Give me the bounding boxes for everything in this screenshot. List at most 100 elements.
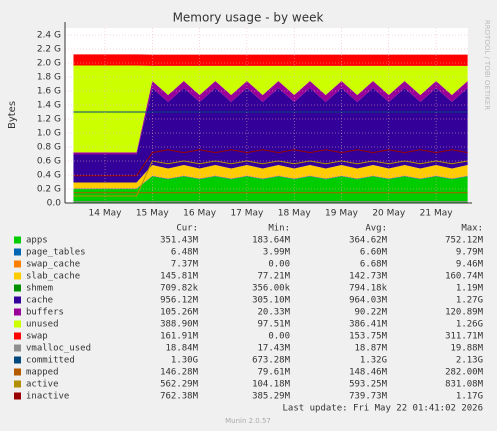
last-update: Last update: Fri May 22 01:41:02 2026 [283, 404, 483, 414]
summary-value: 3.99M [263, 248, 291, 258]
summary-value: 6.48M [171, 248, 199, 258]
legend-label: vmalloc_used [26, 344, 91, 354]
x-tick-label: 21 May [420, 209, 454, 219]
summary-header: Min: [268, 224, 290, 234]
summary-value: 388.90M [160, 320, 199, 330]
y-tick-label: 1.0 G [37, 129, 61, 139]
chart-title: Memory usage - by week [173, 11, 324, 25]
x-tick-label: 18 May [278, 209, 312, 219]
summary-value: 1.26G [456, 320, 483, 330]
summary-value: 153.75M [349, 332, 388, 342]
summary-header: Cur: [176, 224, 198, 234]
summary-value: 19.88M [450, 344, 483, 354]
legend-label: buffers [26, 308, 64, 318]
summary-value: 6.60M [360, 248, 388, 258]
y-tick-label: 0.0 [47, 199, 62, 209]
summary-value: 956.12M [160, 296, 199, 306]
summary-value: 364.62M [349, 236, 388, 246]
summary-value: 386.41M [349, 320, 388, 330]
summary-value: 17.43M [257, 344, 290, 354]
summary-value: 593.25M [349, 380, 388, 390]
summary-value: 964.03M [349, 296, 388, 306]
area [73, 65, 468, 153]
summary-header: Avg: [365, 224, 387, 234]
summary-value: 762.38M [160, 392, 199, 402]
y-tick-label: 2.0 G [37, 59, 61, 69]
summary-value: 148.46M [349, 368, 388, 378]
summary-value: 145.81M [160, 272, 199, 282]
summary-value: 18.84M [165, 344, 198, 354]
summary-value: 1.30G [171, 356, 198, 366]
legend-label: apps [26, 236, 48, 246]
summary-value: 20.33M [257, 308, 290, 318]
x-tick-label: 14 May [89, 209, 123, 219]
x-tick-label: 17 May [230, 209, 264, 219]
line [73, 160, 468, 197]
summary-value: 97.51M [257, 320, 290, 330]
y-tick-label: 0.2 G [37, 185, 61, 195]
legend-label: slab_cache [26, 272, 80, 282]
area [73, 80, 468, 155]
legend-label: committed [26, 356, 75, 366]
legend-swatch [14, 320, 21, 328]
legend-label: shmem [26, 284, 53, 294]
summary-header: Max: [461, 224, 483, 234]
summary-value: 562.29M [160, 380, 199, 390]
summary-value: 9.46M [456, 260, 484, 270]
summary-value: 146.28M [160, 368, 199, 378]
legend-label: inactive [26, 392, 69, 402]
summary-value: 0.00 [268, 332, 290, 342]
summary-value: 1.27G [456, 296, 483, 306]
y-tick-label: 1.2 G [37, 115, 61, 125]
legend-label: swap [26, 332, 48, 342]
footer: Munin 2.0.57 [225, 417, 271, 425]
summary-value: 752.12M [445, 236, 484, 246]
legend-label: unused [26, 320, 59, 330]
legend-swatch [14, 284, 21, 292]
summary-value: 120.89M [445, 308, 484, 318]
legend-swatch [14, 344, 21, 352]
legend-swatch [14, 236, 21, 244]
summary-value: 160.74M [445, 272, 484, 282]
summary-value: 1.17G [456, 392, 483, 402]
area [73, 176, 468, 203]
area [73, 164, 468, 189]
summary-value: 305.10M [252, 296, 291, 306]
y-axis-label: Bytes [7, 101, 18, 129]
legend-swatch [14, 380, 21, 388]
summary-value: 142.73M [349, 272, 388, 282]
line [73, 149, 468, 177]
legend-label: active [26, 380, 59, 390]
summary-value: 356.00k [252, 284, 291, 294]
y-tick-label: 0.4 G [37, 171, 61, 181]
legend-swatch [14, 368, 21, 376]
legend-swatch [14, 272, 21, 280]
legend-swatch [14, 308, 21, 316]
y-tick-label: 1.6 G [37, 87, 61, 97]
summary-value: 90.22M [354, 308, 387, 318]
legend-swatch [14, 392, 21, 400]
x-tick-label: 15 May [136, 209, 170, 219]
x-tick-label: 20 May [372, 209, 406, 219]
summary-value: 2.13G [456, 356, 483, 366]
y-tick-label: 1.8 G [37, 73, 61, 83]
area [73, 164, 468, 183]
summary-value: 1.19M [456, 284, 484, 294]
summary-value: 79.61M [257, 368, 290, 378]
legend-swatch [14, 248, 21, 256]
summary-value: 673.28M [252, 356, 291, 366]
legend-swatch [14, 356, 21, 364]
summary-value: 7.37M [171, 260, 199, 270]
summary-value: 282.00M [445, 368, 484, 378]
y-tick-label: 1.4 G [37, 101, 61, 111]
plot-layer [73, 54, 468, 203]
summary-value: 77.21M [257, 272, 290, 282]
summary-value: 183.64M [252, 236, 291, 246]
summary-value: 0.00 [268, 260, 290, 270]
summary-value: 709.82k [160, 284, 199, 294]
y-tick-label: 2.2 G [37, 45, 61, 55]
summary-value: 18.87M [354, 344, 387, 354]
summary-value: 351.43M [160, 236, 199, 246]
y-tick-label: 2.4 G [37, 31, 61, 41]
summary-value: 105.26M [160, 308, 199, 318]
